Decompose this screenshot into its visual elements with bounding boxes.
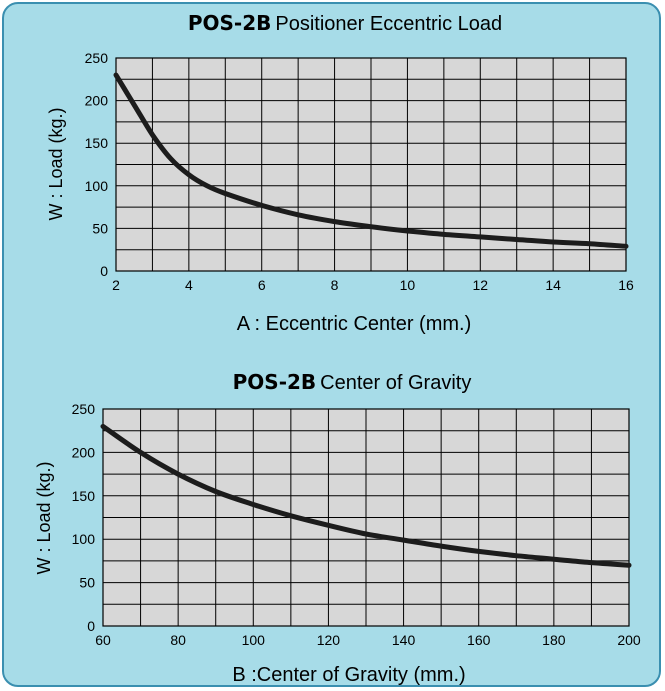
- chart-2-y-ticks: 0 50 100 150 200 250: [72, 401, 96, 634]
- x-tick-label: 14: [545, 277, 561, 293]
- chart-1-y-axis-label: W : Load (kg.): [46, 107, 66, 220]
- y-tick-label: 50: [79, 575, 95, 591]
- chart-1-x-axis-label: A : Eccentric Center (mm.): [237, 313, 472, 335]
- x-tick-label: 180: [542, 632, 566, 648]
- y-tick-label: 150: [72, 488, 96, 504]
- x-tick-label: 120: [317, 632, 341, 648]
- y-tick-label: 50: [92, 220, 108, 236]
- x-tick-label: 4: [185, 277, 193, 293]
- chart-2-title-bold: POS-2B: [233, 370, 317, 394]
- chart-1-title: POS-2B Positioner Eccentric Load: [188, 11, 502, 35]
- x-tick-label: 160: [467, 632, 491, 648]
- x-tick-label: 60: [95, 632, 111, 648]
- y-tick-label: 0: [87, 618, 95, 634]
- x-tick-label: 6: [258, 277, 266, 293]
- x-tick-label: 10: [400, 277, 416, 293]
- y-tick-label: 100: [72, 531, 96, 547]
- chart-2-grid: [103, 409, 629, 626]
- y-tick-label: 250: [85, 50, 109, 66]
- chart-2-y-axis-label: W : Load (kg.): [34, 461, 54, 574]
- chart-1-x-ticks: 2 4 6 8 10 12 14 16: [112, 277, 634, 293]
- y-tick-label: 150: [85, 135, 109, 151]
- y-tick-label: 0: [100, 263, 108, 279]
- chart-2-series-line: [100, 423, 632, 568]
- x-tick-label: 200: [617, 632, 641, 648]
- chart-1-title-bold: POS-2B: [188, 11, 272, 35]
- x-tick-label: 12: [472, 277, 488, 293]
- x-tick-label: 2: [112, 277, 120, 293]
- x-tick-label: 140: [392, 632, 416, 648]
- eccentric-load-chart: POS-2B Positioner Eccentric Load 2 4 6 8 10 12…: [46, 11, 634, 335]
- x-tick-label: 100: [242, 632, 266, 648]
- center-of-gravity-chart: POS-2B Center of Gravity 60 80 100 120 140 160…: [34, 370, 641, 686]
- x-tick-label: 16: [618, 277, 634, 293]
- chart-2-title-text: Center of Gravity: [320, 372, 471, 394]
- y-tick-label: 100: [85, 178, 109, 194]
- y-tick-label: 200: [72, 444, 96, 460]
- y-tick-label: 250: [72, 401, 96, 417]
- chart-2-x-axis-label: B :Center of Gravity (mm.): [232, 664, 465, 686]
- chart-1-series-line: [113, 72, 629, 249]
- chart-1-title-text: Positioner Eccentric Load: [275, 13, 502, 35]
- y-tick-label: 200: [85, 93, 109, 109]
- x-tick-label: 80: [170, 632, 186, 648]
- chart-2-title: POS-2B Center of Gravity: [233, 370, 472, 394]
- chart-1-grid: [116, 58, 626, 271]
- x-tick-label: 8: [331, 277, 339, 293]
- chart-1-y-ticks: 0 50 100 150 200 250: [85, 50, 109, 279]
- chart-2-x-ticks: 60 80 100 120 140 160 180 200: [95, 632, 641, 648]
